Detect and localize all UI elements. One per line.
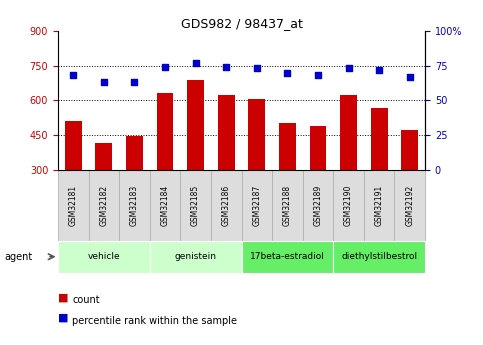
Text: vehicle: vehicle xyxy=(87,252,120,261)
FancyBboxPatch shape xyxy=(242,241,333,273)
FancyBboxPatch shape xyxy=(180,170,211,241)
Bar xyxy=(371,108,387,170)
Bar xyxy=(279,124,296,170)
Point xyxy=(284,70,291,75)
Text: agent: agent xyxy=(5,252,33,262)
FancyBboxPatch shape xyxy=(58,241,150,273)
Text: GSM32186: GSM32186 xyxy=(222,185,231,226)
Bar xyxy=(156,93,173,170)
Title: GDS982 / 98437_at: GDS982 / 98437_at xyxy=(181,17,302,30)
Bar xyxy=(187,80,204,170)
Point xyxy=(222,64,230,70)
Text: GSM32182: GSM32182 xyxy=(99,185,108,226)
Text: 17beta-estradiol: 17beta-estradiol xyxy=(250,252,325,261)
Bar xyxy=(248,99,265,170)
Text: GSM32190: GSM32190 xyxy=(344,185,353,226)
Text: GSM32184: GSM32184 xyxy=(160,185,170,226)
Bar xyxy=(310,126,327,170)
Text: count: count xyxy=(72,295,100,305)
Text: GSM32183: GSM32183 xyxy=(130,185,139,226)
FancyBboxPatch shape xyxy=(150,170,180,241)
FancyBboxPatch shape xyxy=(333,170,364,241)
FancyBboxPatch shape xyxy=(119,170,150,241)
Text: GSM32187: GSM32187 xyxy=(252,185,261,226)
Text: GSM32188: GSM32188 xyxy=(283,185,292,226)
Point xyxy=(130,80,138,85)
Text: ■: ■ xyxy=(58,292,69,302)
Point xyxy=(253,66,261,71)
Text: GSM32191: GSM32191 xyxy=(375,185,384,226)
Bar xyxy=(401,130,418,170)
Text: ■: ■ xyxy=(58,313,69,323)
FancyBboxPatch shape xyxy=(242,170,272,241)
Text: genistein: genistein xyxy=(175,252,216,261)
Bar xyxy=(218,95,235,170)
Point xyxy=(375,67,383,72)
FancyBboxPatch shape xyxy=(395,170,425,241)
FancyBboxPatch shape xyxy=(150,241,242,273)
Text: GSM32185: GSM32185 xyxy=(191,185,200,226)
FancyBboxPatch shape xyxy=(272,170,303,241)
Point xyxy=(314,73,322,78)
Bar xyxy=(340,95,357,170)
FancyBboxPatch shape xyxy=(58,170,88,241)
Bar xyxy=(65,121,82,170)
FancyBboxPatch shape xyxy=(303,170,333,241)
FancyBboxPatch shape xyxy=(88,170,119,241)
Text: diethylstilbestrol: diethylstilbestrol xyxy=(341,252,417,261)
Point xyxy=(406,74,413,80)
Point xyxy=(345,66,353,71)
Text: GSM32192: GSM32192 xyxy=(405,185,414,226)
Text: GSM32181: GSM32181 xyxy=(69,185,78,226)
Bar xyxy=(96,143,112,170)
Point xyxy=(161,64,169,70)
Point xyxy=(100,80,108,85)
FancyBboxPatch shape xyxy=(211,170,242,241)
Bar xyxy=(126,136,143,170)
Text: percentile rank within the sample: percentile rank within the sample xyxy=(72,316,238,326)
Text: GSM32189: GSM32189 xyxy=(313,185,323,226)
Point xyxy=(70,73,77,78)
FancyBboxPatch shape xyxy=(333,241,425,273)
Point xyxy=(192,60,199,66)
FancyBboxPatch shape xyxy=(364,170,395,241)
